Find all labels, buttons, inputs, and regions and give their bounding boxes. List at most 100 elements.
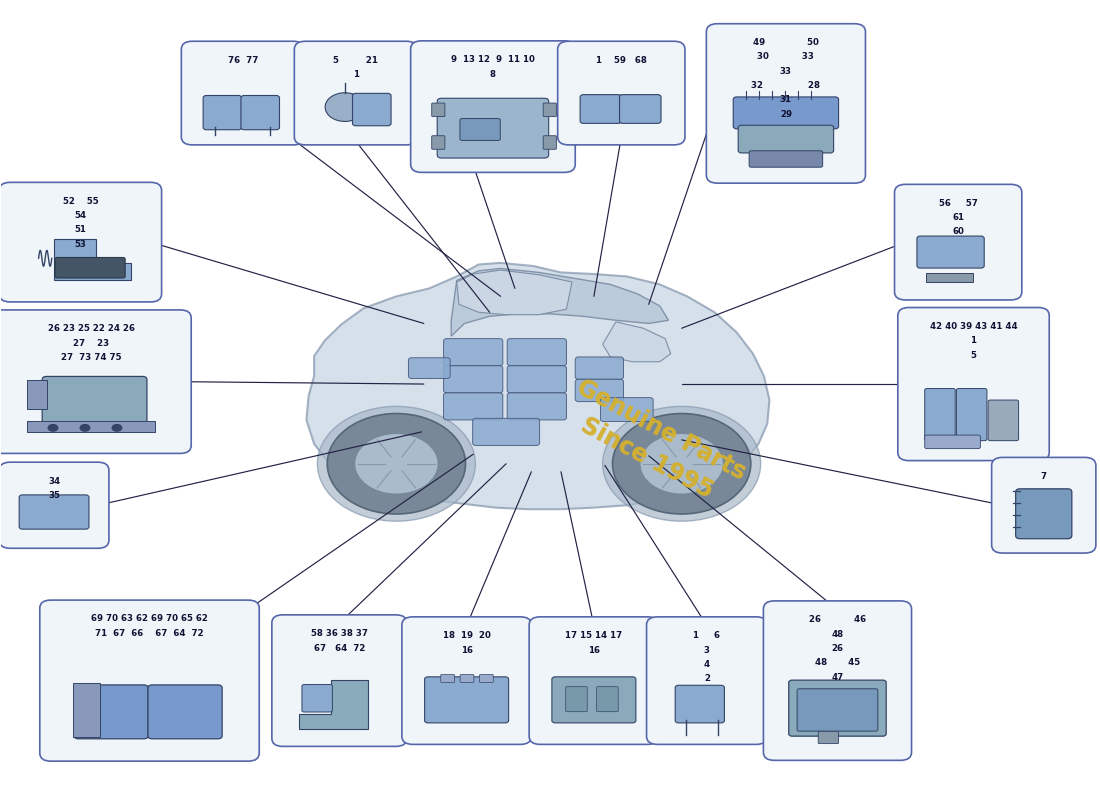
Text: 7: 7 — [1041, 472, 1047, 481]
FancyBboxPatch shape — [507, 338, 566, 366]
FancyBboxPatch shape — [148, 685, 222, 739]
FancyBboxPatch shape — [647, 617, 767, 744]
FancyBboxPatch shape — [925, 389, 955, 441]
Text: 67   64  72: 67 64 72 — [314, 643, 365, 653]
Text: 69 70 63 62 69 70 65 62: 69 70 63 62 69 70 65 62 — [91, 614, 208, 623]
Text: 56     57: 56 57 — [938, 198, 978, 208]
Text: 47: 47 — [832, 673, 844, 682]
FancyBboxPatch shape — [352, 94, 392, 126]
FancyBboxPatch shape — [894, 184, 1022, 300]
FancyBboxPatch shape — [749, 150, 823, 167]
Polygon shape — [603, 322, 671, 362]
Text: 31: 31 — [780, 95, 792, 105]
FancyBboxPatch shape — [565, 686, 587, 712]
FancyBboxPatch shape — [529, 617, 659, 744]
Text: 1: 1 — [970, 336, 977, 346]
Text: 1     6: 1 6 — [693, 631, 720, 640]
FancyBboxPatch shape — [507, 366, 566, 393]
FancyBboxPatch shape — [543, 103, 557, 117]
FancyBboxPatch shape — [619, 94, 661, 123]
FancyBboxPatch shape — [19, 495, 89, 529]
FancyBboxPatch shape — [507, 393, 566, 420]
FancyBboxPatch shape — [601, 398, 653, 422]
FancyBboxPatch shape — [898, 307, 1049, 461]
Text: 26: 26 — [832, 644, 844, 653]
Polygon shape — [73, 682, 100, 738]
FancyBboxPatch shape — [437, 98, 549, 158]
Text: 5         21: 5 21 — [333, 56, 378, 65]
Text: Genuine Parts
Since 1995: Genuine Parts Since 1995 — [558, 375, 750, 513]
FancyBboxPatch shape — [410, 41, 575, 172]
FancyBboxPatch shape — [182, 42, 305, 145]
Circle shape — [111, 424, 122, 432]
Polygon shape — [451, 269, 669, 336]
FancyBboxPatch shape — [552, 677, 636, 723]
Text: 71  67  66    67  64  72: 71 67 66 67 64 72 — [96, 629, 204, 638]
Text: 9  13 12  9  11 10: 9 13 12 9 11 10 — [451, 55, 535, 64]
FancyBboxPatch shape — [575, 357, 624, 379]
FancyBboxPatch shape — [55, 258, 125, 278]
FancyBboxPatch shape — [241, 95, 279, 130]
FancyBboxPatch shape — [675, 686, 725, 723]
FancyBboxPatch shape — [42, 377, 147, 423]
Text: 8: 8 — [490, 70, 496, 78]
FancyBboxPatch shape — [74, 685, 148, 739]
Text: 16: 16 — [461, 646, 473, 654]
Circle shape — [603, 406, 761, 521]
Circle shape — [318, 406, 475, 521]
Text: 33: 33 — [780, 66, 792, 76]
FancyBboxPatch shape — [1015, 489, 1071, 538]
Polygon shape — [54, 238, 131, 281]
Text: 2: 2 — [704, 674, 710, 683]
Text: 35: 35 — [48, 491, 60, 500]
Text: 16: 16 — [587, 646, 600, 654]
FancyBboxPatch shape — [40, 600, 260, 761]
FancyBboxPatch shape — [443, 366, 503, 393]
Text: 1    59   68: 1 59 68 — [596, 56, 647, 65]
FancyBboxPatch shape — [441, 674, 454, 682]
Text: 58 36 38 37: 58 36 38 37 — [311, 630, 367, 638]
FancyBboxPatch shape — [473, 418, 540, 446]
FancyBboxPatch shape — [402, 617, 531, 744]
Text: 42 40 39 43 41 44: 42 40 39 43 41 44 — [930, 322, 1018, 331]
Polygon shape — [926, 274, 974, 282]
FancyBboxPatch shape — [991, 458, 1096, 553]
FancyBboxPatch shape — [988, 400, 1019, 441]
Polygon shape — [307, 263, 769, 510]
Text: 48: 48 — [832, 630, 844, 638]
Circle shape — [640, 434, 724, 494]
Text: 54: 54 — [75, 211, 87, 220]
FancyBboxPatch shape — [460, 118, 500, 141]
Text: 53: 53 — [75, 240, 86, 249]
Text: 76  77: 76 77 — [228, 56, 258, 65]
FancyBboxPatch shape — [925, 435, 980, 449]
Text: 27  73 74 75: 27 73 74 75 — [62, 353, 122, 362]
Circle shape — [326, 93, 364, 122]
Text: 26           46: 26 46 — [808, 615, 866, 624]
Text: 4: 4 — [704, 660, 710, 669]
Text: 52    55: 52 55 — [63, 197, 98, 206]
Circle shape — [79, 424, 90, 432]
Text: 3: 3 — [704, 646, 710, 654]
Text: 18  19  20: 18 19 20 — [442, 631, 491, 640]
FancyBboxPatch shape — [596, 686, 618, 712]
FancyBboxPatch shape — [798, 689, 878, 731]
FancyBboxPatch shape — [738, 126, 834, 153]
Text: 32               28: 32 28 — [751, 81, 821, 90]
FancyBboxPatch shape — [443, 338, 503, 366]
FancyBboxPatch shape — [431, 103, 444, 117]
Circle shape — [354, 434, 438, 494]
Circle shape — [47, 424, 58, 432]
FancyBboxPatch shape — [443, 393, 503, 420]
FancyBboxPatch shape — [0, 182, 162, 302]
FancyBboxPatch shape — [789, 680, 887, 736]
Polygon shape — [298, 680, 367, 729]
FancyBboxPatch shape — [706, 24, 866, 183]
FancyBboxPatch shape — [431, 136, 444, 150]
FancyBboxPatch shape — [0, 310, 191, 454]
Text: 60: 60 — [953, 227, 964, 237]
Text: 34: 34 — [48, 477, 60, 486]
Text: 48       45: 48 45 — [815, 658, 860, 667]
FancyBboxPatch shape — [558, 42, 685, 145]
FancyBboxPatch shape — [917, 236, 984, 268]
